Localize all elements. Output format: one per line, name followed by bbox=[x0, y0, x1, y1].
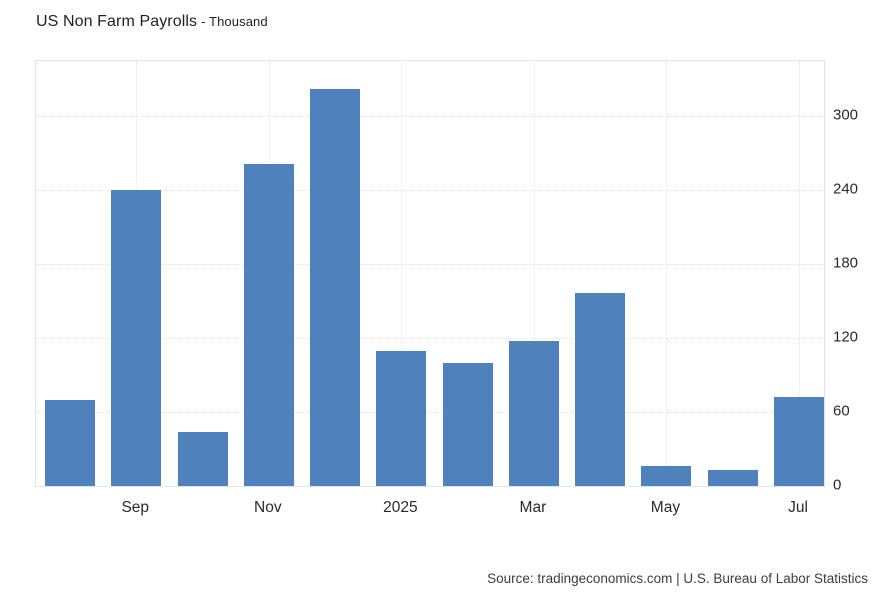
source-attribution: Source: tradingeconomics.com | U.S. Bure… bbox=[487, 571, 868, 586]
plot-area bbox=[35, 60, 825, 487]
hgridline-180 bbox=[36, 264, 824, 266]
bar-9[interactable] bbox=[641, 466, 692, 486]
x-tick-label-Nov: Nov bbox=[254, 499, 282, 516]
y-axis-labels: 0 60 120 180 240 300 bbox=[833, 60, 881, 494]
y-tick-label-240: 240 bbox=[833, 180, 859, 198]
hgridline-120 bbox=[36, 338, 824, 340]
bar-0[interactable] bbox=[45, 399, 95, 486]
chart-subtitle: - Thousand bbox=[201, 14, 268, 29]
x-tick-label-2025: 2025 bbox=[383, 499, 418, 516]
hgridline-0 bbox=[36, 486, 824, 487]
x-tick-label-Jul: Jul bbox=[788, 499, 808, 516]
x-tick-label-May: May bbox=[650, 499, 681, 516]
y-tick-label-180: 180 bbox=[833, 254, 859, 272]
chart-title-text: US Non Farm Payrolls bbox=[36, 13, 198, 30]
vgridline-Mar bbox=[533, 61, 535, 486]
x-tick-label-Sep: Sep bbox=[121, 499, 150, 516]
bar-6[interactable] bbox=[442, 362, 493, 486]
y-tick-label-0: 0 bbox=[833, 476, 842, 494]
bar-10[interactable] bbox=[707, 470, 758, 486]
bar-5[interactable] bbox=[376, 350, 427, 486]
bar-7[interactable] bbox=[508, 340, 559, 486]
y-tick-label-60: 60 bbox=[833, 402, 850, 420]
hgridline-60 bbox=[36, 412, 824, 414]
hgridline-300 bbox=[36, 116, 824, 118]
x-tick-label-Mar: Mar bbox=[519, 499, 547, 516]
bar-4[interactable] bbox=[310, 89, 361, 486]
vgridline-Jul bbox=[799, 61, 800, 486]
x-axis-labels: Sep Nov 2025 Mar May Jul bbox=[35, 499, 825, 521]
bar-2[interactable] bbox=[177, 431, 228, 486]
vgridline-May bbox=[666, 61, 668, 486]
bar-11[interactable] bbox=[774, 397, 824, 486]
hgridline-240 bbox=[36, 190, 824, 192]
y-tick-label-120: 120 bbox=[833, 328, 859, 346]
vgridline-2025 bbox=[401, 61, 403, 486]
bar-3[interactable] bbox=[243, 164, 294, 486]
chart-title: US Non Farm Payrolls - Thousand bbox=[36, 13, 268, 31]
bar-1[interactable] bbox=[111, 190, 162, 486]
bar-8[interactable] bbox=[575, 292, 626, 486]
y-tick-label-300: 300 bbox=[833, 106, 859, 124]
